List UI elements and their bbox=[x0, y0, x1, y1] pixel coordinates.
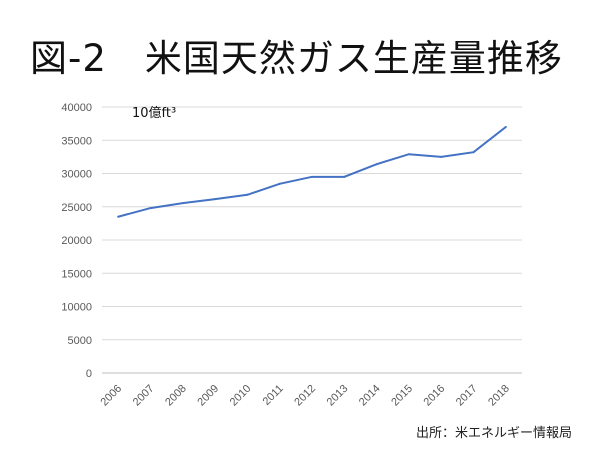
x-tick-label: 2012 bbox=[292, 383, 318, 409]
data-point bbox=[214, 198, 217, 201]
x-tick-label: 2013 bbox=[325, 383, 351, 409]
data-point bbox=[311, 175, 313, 178]
source-note: 出所：米エネルギー情報局 bbox=[415, 426, 572, 441]
x-tick-label: 2011 bbox=[261, 383, 286, 408]
data-point bbox=[504, 125, 507, 128]
unit-label: 10億ft³ bbox=[132, 105, 176, 121]
x-tick-label: 2016 bbox=[422, 383, 448, 409]
y-tick-label: 5000 bbox=[68, 335, 92, 347]
data-point bbox=[246, 193, 249, 196]
data-point bbox=[440, 155, 443, 158]
x-tick-label: 2015 bbox=[389, 383, 415, 409]
data-point bbox=[117, 215, 120, 218]
data-point bbox=[375, 163, 378, 166]
x-tick-label: 2007 bbox=[131, 383, 157, 409]
y-tick-label: 15000 bbox=[61, 268, 92, 280]
x-tick-label: 2010 bbox=[228, 383, 254, 409]
y-tick-label: 40000 bbox=[61, 102, 92, 114]
x-tick-label: 2017 bbox=[454, 383, 480, 409]
data-point bbox=[181, 202, 184, 205]
y-tick-label: 20000 bbox=[61, 235, 92, 247]
y-tick-label: 10000 bbox=[61, 302, 92, 314]
x-tick-label: 2006 bbox=[98, 383, 124, 409]
chart-title: 図-2 米国天然ガス生産量推移 bbox=[30, 37, 563, 80]
y-tick-label: 0 bbox=[86, 368, 92, 380]
y-tick-label: 35000 bbox=[61, 135, 92, 147]
data-point bbox=[407, 153, 410, 156]
data-point bbox=[343, 175, 346, 178]
y-tick-label: 30000 bbox=[61, 169, 92, 181]
data-point bbox=[472, 151, 475, 154]
x-tick-label: 2014 bbox=[357, 383, 383, 409]
data-point bbox=[149, 207, 152, 210]
x-tick-label: 2009 bbox=[195, 383, 221, 409]
y-tick-label: 25000 bbox=[61, 202, 92, 214]
x-tick-label: 2008 bbox=[163, 383, 189, 409]
x-tick-label: 2018 bbox=[486, 383, 512, 409]
data-point bbox=[278, 182, 281, 185]
